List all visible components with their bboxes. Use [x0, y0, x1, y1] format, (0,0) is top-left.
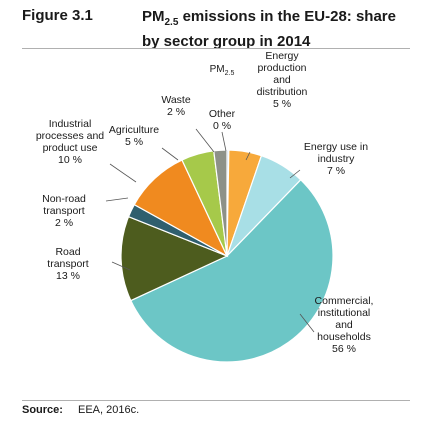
slice-label-line: and	[273, 74, 291, 86]
pollutant-label-text: PM2.5	[210, 64, 235, 77]
pie-chart: PM2.5 Other 0 %Energy production and distrib…	[36, 52, 374, 363]
slice-label: Other 0 %	[209, 108, 236, 132]
slice-label: Waste 2 %	[161, 94, 191, 118]
slice-label-line: Energy	[265, 52, 299, 62]
slice-label: Non-road transport 2 %	[42, 193, 86, 229]
slice-label-line: and	[335, 319, 353, 331]
slice-label-line: product use	[43, 142, 98, 154]
figure-title: PM2.5 emissions in the EU-28: share by s…	[142, 7, 412, 51]
footer-rule	[22, 400, 410, 401]
title-rest: emissions in the EU-28: share by sector …	[142, 8, 396, 50]
slice-label-line: Non-road	[42, 193, 86, 205]
leader-line	[161, 147, 179, 161]
pollutant-label: PM2.5	[210, 64, 235, 77]
pie-slice-waste	[213, 149, 228, 257]
source-label: Source:	[22, 404, 63, 416]
figure-header: Figure 3.1 PM2.5 emissions in the EU-28:…	[22, 6, 412, 51]
source-note: Source: EEA, 2016c.	[22, 404, 139, 416]
slice-label-line: 5 %	[273, 98, 291, 110]
slice-label: Road transport 13 %	[47, 246, 89, 282]
slice-label-line: transport	[47, 258, 89, 270]
leader-line	[221, 131, 227, 152]
slice-label: Agriculture 5 %	[109, 124, 159, 148]
slice-label-line: Commercial,	[315, 295, 374, 307]
leader-line	[195, 128, 215, 153]
header-rule	[22, 48, 410, 49]
pie-slice-commercial-institutional-and-households	[130, 179, 334, 363]
slice-label-line: industry	[318, 153, 356, 165]
figure-number: Figure 3.1	[22, 7, 93, 24]
slice-label-line: 10 %	[58, 154, 82, 166]
slice-label-line: Waste	[161, 94, 191, 106]
title-pm: PM	[142, 8, 165, 25]
slice-label-line: distribution	[257, 86, 308, 98]
slice-label-line: Road	[55, 246, 80, 258]
leader-line	[105, 197, 129, 202]
title-pm-subscript: 2.5	[164, 17, 179, 28]
leader-line	[299, 313, 315, 333]
slice-label-line: 13 %	[56, 270, 80, 282]
pie-slice-road-transport	[120, 215, 229, 302]
leader-line	[111, 261, 131, 271]
leader-line	[245, 151, 251, 161]
slice-label-line: Energy use in	[304, 141, 368, 153]
slice-label-line: 5 %	[125, 136, 143, 148]
slice-label-line: Industrial	[49, 118, 92, 130]
slice-label-line: 56 %	[332, 343, 356, 355]
leader-line	[109, 163, 137, 183]
slice-label-line: 2 %	[167, 106, 185, 118]
source-text: EEA, 2016c.	[78, 404, 140, 416]
slice-label-line: Agriculture	[109, 124, 159, 136]
slice-label: Energy use in industry 7 %	[304, 141, 368, 177]
slice-label-line: Other	[209, 108, 236, 120]
slice-label-line: institutional	[318, 307, 371, 319]
slice-label: Industrial processes and product use 10 %	[36, 118, 104, 166]
slice-label: Energy production and distribution 5 %	[257, 52, 308, 110]
slice-label-line: transport	[43, 205, 85, 217]
slice-label-line: production	[257, 62, 306, 74]
slice-label-line: households	[317, 331, 371, 343]
slice-label-line: 7 %	[327, 165, 345, 177]
slice-label-line: 0 %	[213, 120, 231, 132]
slice-label-line: 2 %	[55, 217, 73, 229]
slice-label-line: processes and	[36, 130, 104, 142]
slice-label: Commercial, institutional and households 56 …	[315, 295, 374, 355]
leader-line	[289, 169, 301, 179]
